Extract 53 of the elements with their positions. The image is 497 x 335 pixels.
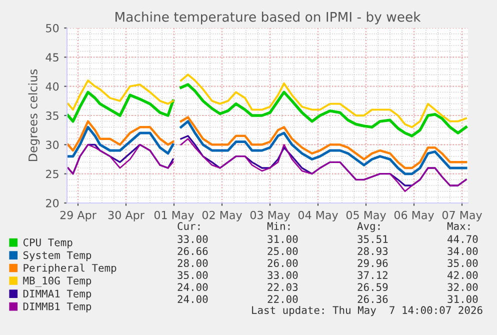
text: 26.36	[358, 295, 388, 304]
y-tick-label: 50	[46, 24, 59, 32]
text: 34.00	[448, 247, 478, 256]
text: 31.00	[268, 235, 298, 244]
x-tick-label: 03 May	[250, 210, 290, 222]
legend-label: Peripheral Temp	[24, 264, 116, 274]
legend-label: CPU Temp	[23, 238, 72, 248]
y-tick-label: 40	[46, 82, 59, 91]
legend-label: DIMMA1 Temp	[23, 290, 92, 300]
text: 35.00	[178, 271, 208, 280]
legend-label: MB_10G Temp	[23, 276, 92, 287]
text: 32.00	[448, 283, 478, 292]
text: 26.66	[178, 247, 208, 256]
text: Avg:	[357, 222, 380, 232]
text: 28.00	[178, 259, 208, 268]
text: Max:	[447, 222, 470, 230]
text: 44.70	[448, 235, 478, 244]
y-tick-label: 35	[46, 111, 58, 120]
y-tick-label: 20	[46, 198, 59, 208]
text: 22.03	[268, 283, 298, 292]
x-tick-label: 06 May	[394, 210, 434, 222]
legend-label: System Temp	[23, 251, 92, 262]
text: 35.00	[448, 259, 478, 268]
x-tick-label: 01 May	[154, 210, 194, 222]
text: 42.00	[448, 271, 478, 280]
text: 25.00	[268, 247, 298, 256]
x-tick-label: 07 May	[442, 210, 482, 222]
x-tick-label: 02 May	[202, 210, 242, 222]
text: 24.00	[178, 283, 208, 292]
x-tick-label: 29 Apr	[60, 210, 96, 222]
y-axis-title: Degrees celcius	[28, 69, 40, 161]
text: 26.00	[268, 259, 298, 268]
x-tick-label: 30 Apr	[108, 210, 144, 222]
text: 26.59	[358, 283, 388, 292]
text: Min:	[267, 222, 290, 230]
text: Cur:	[178, 222, 200, 230]
y-tick-label: 30	[46, 140, 59, 150]
text: 24.00	[178, 295, 208, 304]
text: 37.12	[358, 271, 388, 280]
text: Last update: Thu May 7 14:00:07 2026	[252, 306, 482, 316]
y-tick-label: 25	[46, 170, 58, 178]
text: 29.96	[358, 259, 388, 268]
x-tick-label: 04 May	[298, 210, 338, 222]
text: 28.93	[358, 247, 388, 256]
text: 33.00	[178, 235, 208, 244]
y-tick-label: 45	[46, 53, 58, 62]
chart-title: Machine temperature based on IPMI - by week	[116, 12, 421, 24]
text: 22.00	[268, 295, 298, 304]
text: 33.00	[268, 271, 298, 280]
text: 31.00	[448, 295, 478, 304]
text: 35.51	[358, 235, 388, 244]
legend-label: DIMMB1 Temp	[23, 302, 92, 312]
x-tick-label: 05 May	[346, 210, 386, 222]
